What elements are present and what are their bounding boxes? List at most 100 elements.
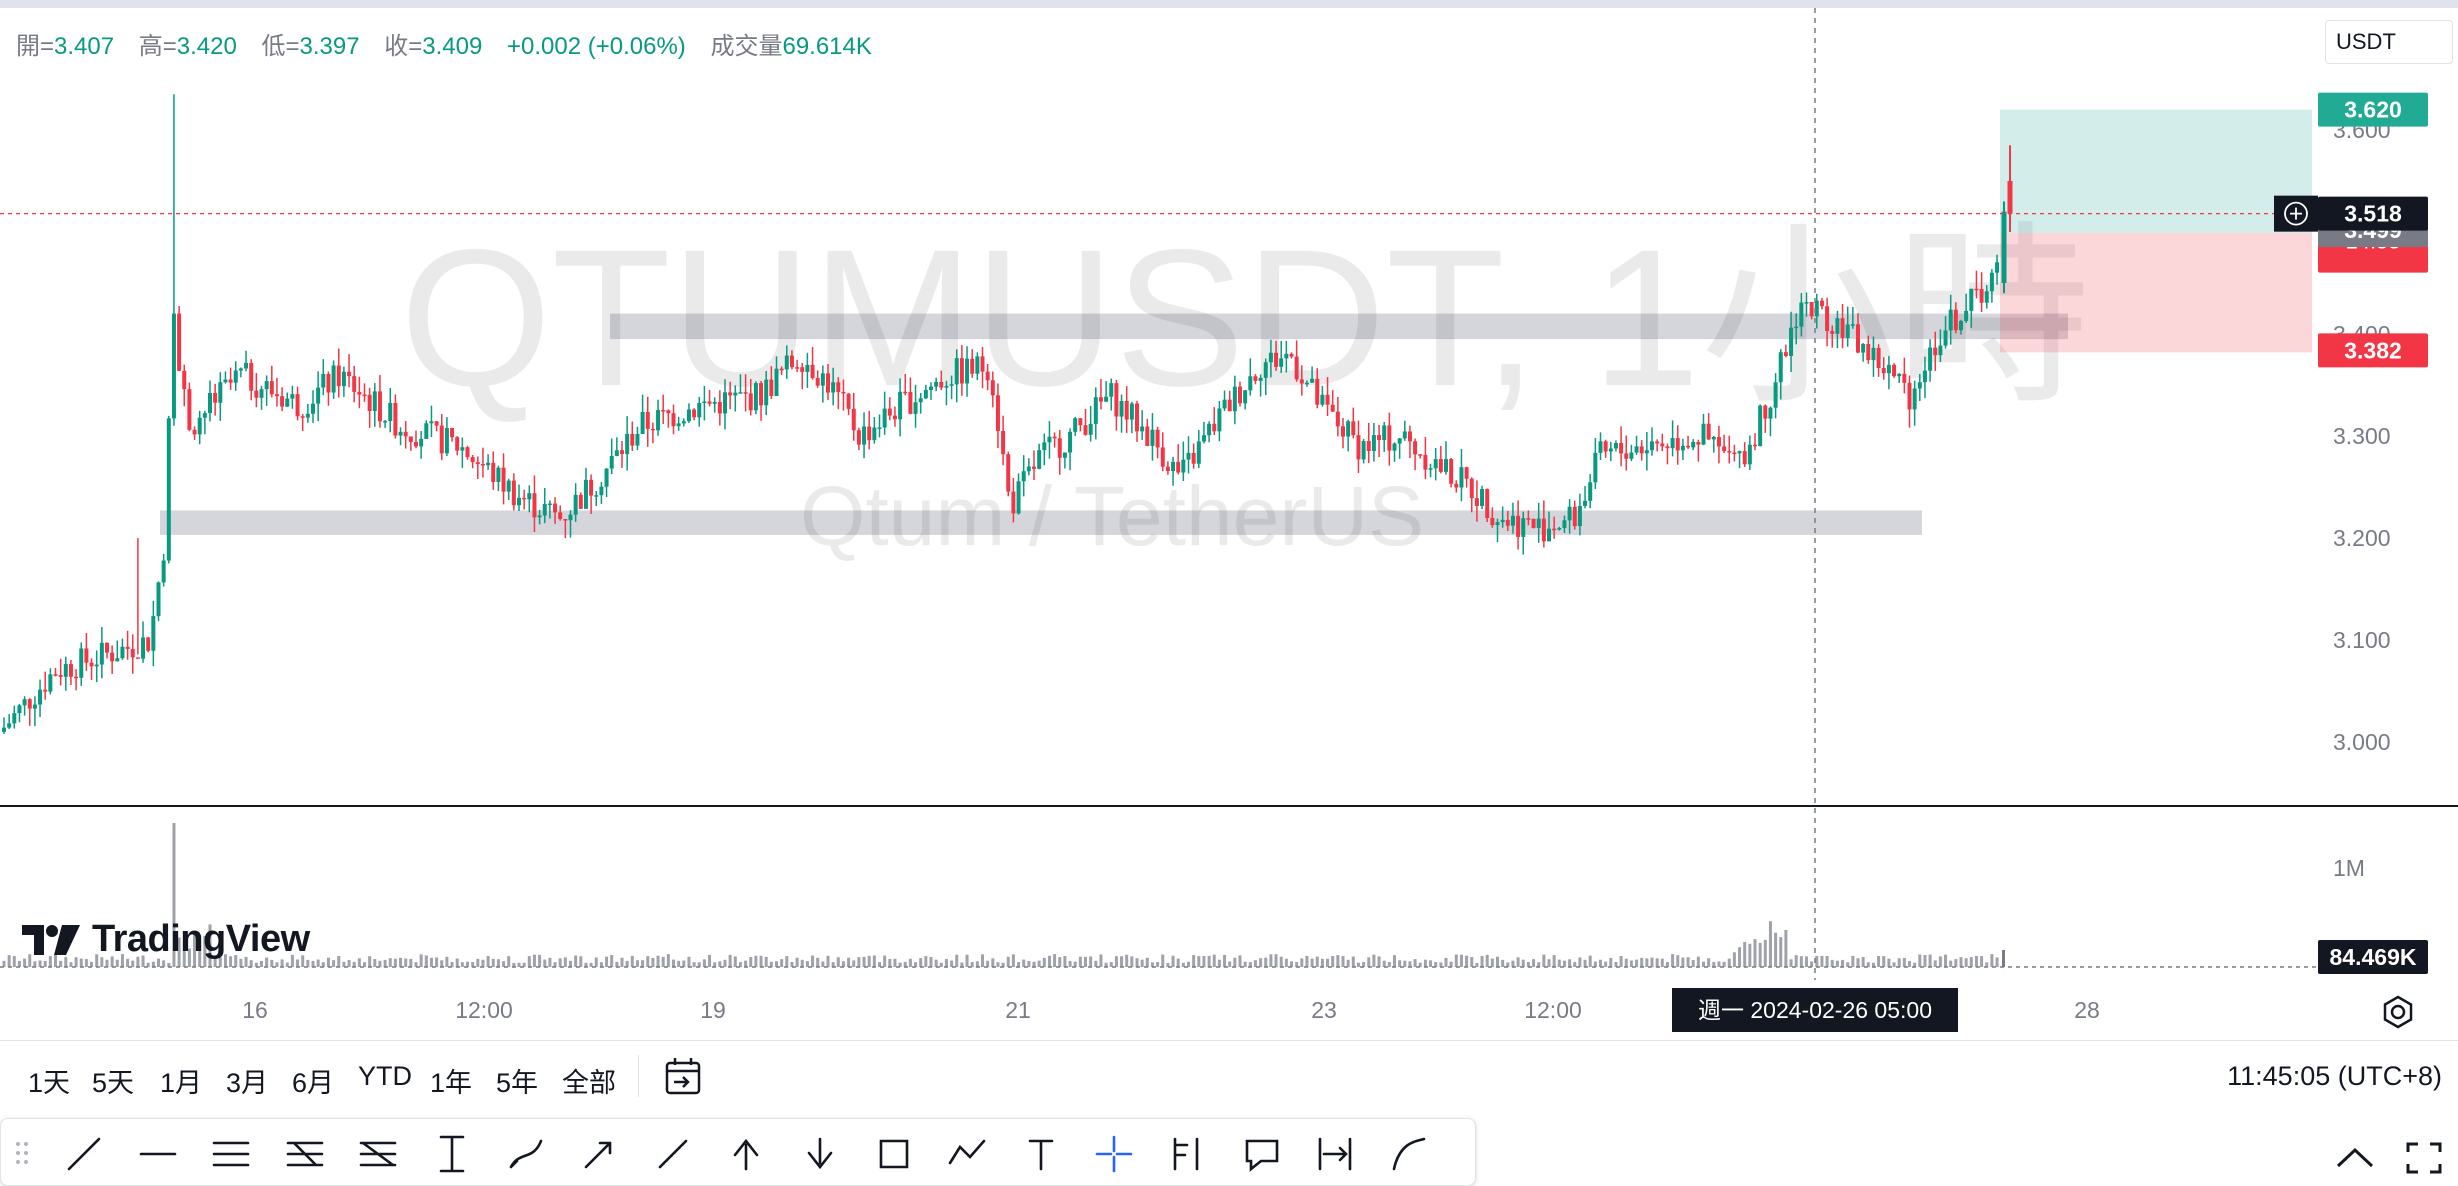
candle-body (1691, 441, 1696, 448)
volume-bar (836, 957, 840, 967)
goto-date-icon[interactable] (664, 1055, 704, 1097)
volume-bar (728, 954, 732, 967)
candle-body (1042, 442, 1047, 451)
candle-body (249, 362, 254, 391)
callout-icon[interactable] (1239, 1131, 1285, 1177)
parallel-channel-icon-path (212, 1141, 250, 1167)
candle-body (923, 389, 928, 399)
volume-bar (1902, 957, 1906, 967)
volume-bar (847, 957, 851, 967)
range-5d-button[interactable]: 5天 (92, 1068, 135, 1098)
pitchfork-icon[interactable] (355, 1131, 401, 1177)
horizontal-ray-icon[interactable] (135, 1131, 181, 1177)
range-1y-button[interactable]: 1年 (430, 1068, 473, 1098)
candle-body (269, 381, 274, 395)
volume-bar (1923, 955, 1927, 967)
brush-icon[interactable] (503, 1131, 549, 1177)
candle-body (311, 403, 315, 414)
candle-body (79, 648, 84, 678)
candle-body (347, 371, 352, 377)
drag-handle-icon[interactable] (15, 1141, 29, 1165)
trend-line-icon[interactable] (61, 1131, 107, 1177)
candle-body (620, 450, 624, 455)
volume-bars (2, 823, 2005, 967)
range-ytd-button[interactable]: YTD (358, 1061, 412, 1091)
range-1d-button[interactable]: 1天 (28, 1068, 71, 1098)
price-tick: 3.000 (2333, 729, 2391, 755)
volume-bar (1568, 959, 1572, 967)
range-1m-button[interactable]: 1月 (160, 1068, 203, 1098)
candle-body (259, 389, 264, 398)
fullscreen-icon[interactable] (2404, 1140, 2444, 1176)
volume-bar (1094, 960, 1098, 967)
volume-bar (74, 957, 78, 967)
candle-body (733, 392, 738, 396)
range-3m-button[interactable]: 3月 (226, 1068, 269, 1098)
candle-body (233, 370, 238, 383)
candle-body (362, 394, 367, 397)
volume-bar (1120, 956, 1124, 967)
long-position-icon[interactable] (1165, 1131, 1211, 1177)
date-range-icon[interactable] (1312, 1131, 1358, 1177)
price-tick: 3.300 (2333, 423, 2391, 449)
crosshair-icon[interactable] (1091, 1131, 1137, 1177)
volume-bar (435, 957, 439, 967)
parallel-channel-icon[interactable] (208, 1131, 254, 1177)
candle-body (470, 457, 475, 463)
candle-body (295, 394, 300, 417)
candle-body (1135, 403, 1139, 432)
candle-body (1196, 441, 1201, 464)
candle-body (1778, 352, 1783, 383)
arrow-marker-icon[interactable] (650, 1131, 696, 1177)
volume-bar (543, 959, 547, 967)
candle-body (1413, 441, 1418, 455)
fib-retracement-icon[interactable] (282, 1131, 328, 1177)
candle-body (990, 380, 995, 396)
candle-body (800, 367, 805, 372)
volume-bar (59, 960, 63, 967)
volume-bar (290, 954, 294, 967)
tradingview-logo[interactable]: TradingView (22, 918, 310, 961)
volume-bar (1686, 957, 1690, 967)
range-5y-button[interactable]: 5年 (496, 1068, 539, 1098)
candle-body (1098, 397, 1103, 402)
price-range-icon[interactable] (429, 1131, 475, 1177)
currency-selector[interactable]: USDT (2325, 20, 2453, 64)
candle-body (1464, 467, 1469, 479)
arrow-icon[interactable] (576, 1131, 622, 1177)
volume-value-label-bg (2318, 940, 2428, 974)
arrow-up-icon[interactable] (723, 1131, 769, 1177)
volume-bar (1655, 958, 1659, 967)
chevron-up-icon[interactable] (2334, 1140, 2376, 1174)
position-tool[interactable] (2000, 109, 2312, 353)
volume-bar (1835, 960, 1839, 967)
range-all-button[interactable]: 全部 (562, 1068, 616, 1098)
path-icon[interactable] (944, 1131, 990, 1177)
volume-bar (805, 961, 809, 967)
volume-bar (857, 957, 861, 967)
volume-bar (1588, 955, 1592, 967)
candle-body (1680, 445, 1685, 451)
candle-body (1541, 518, 1546, 542)
price-tick: 3.100 (2333, 627, 2391, 653)
arrow-down-icon[interactable] (797, 1131, 843, 1177)
rectangle-icon[interactable] (871, 1131, 917, 1177)
candle-body (38, 689, 43, 705)
close-label: 收= (384, 33, 423, 60)
candle-body (1850, 324, 1855, 326)
range-6m-button[interactable]: 6月 (292, 1068, 335, 1098)
text-icon[interactable] (1018, 1131, 1064, 1177)
candle-body (748, 393, 753, 411)
clock-timezone[interactable]: 11:45:05 (UTC+8) (2227, 1061, 2442, 1091)
volume-bar (1866, 962, 1870, 967)
chart-area[interactable]: QTUMUSDT, 1小時 Qtum / TetherUS 週一 2024-02… (0, 8, 2458, 1040)
volume-bar (275, 962, 279, 967)
candle-body (1469, 478, 1474, 499)
candle-body (1974, 288, 1979, 291)
candle-body (1583, 500, 1588, 506)
curve-icon[interactable] (1386, 1131, 1432, 1177)
candle-body (1186, 452, 1191, 460)
candle-body (589, 479, 594, 496)
gear-icon[interactable] (2378, 992, 2418, 1032)
